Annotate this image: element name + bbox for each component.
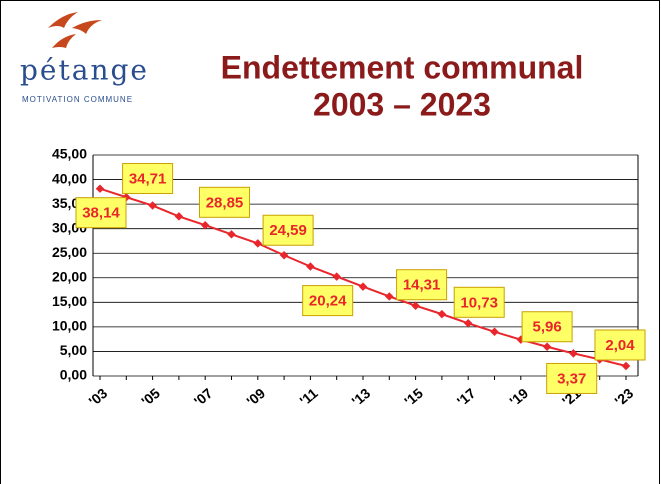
label-box — [199, 186, 250, 218]
point-marker — [542, 342, 552, 351]
point-marker — [332, 272, 341, 281]
point-marker — [358, 282, 368, 291]
logo-tagline: MOTIVATION COMMUNE — [22, 95, 133, 104]
y-tick-label: 45,00 — [52, 146, 87, 162]
label-box — [594, 329, 646, 361]
data-label: 20,24 — [309, 293, 347, 310]
data-label: 5,96 — [532, 319, 561, 336]
data-label: 28,85 — [206, 194, 244, 211]
label-box — [262, 214, 314, 246]
data-label: 14,31 — [403, 277, 441, 294]
x-tick-label: '15 — [401, 385, 426, 410]
x-tick-label: '19 — [506, 385, 531, 410]
chart-title: Endettement communal — [221, 49, 584, 85]
label-box — [75, 197, 127, 229]
point-marker — [200, 220, 210, 230]
point-marker — [437, 309, 447, 319]
point-marker — [385, 292, 394, 301]
point-marker — [174, 212, 184, 221]
label-box — [396, 269, 448, 301]
y-tick-label: 20,00 — [52, 268, 87, 284]
x-tick-label: '05 — [138, 385, 163, 410]
x-tick-label: '07 — [191, 385, 216, 410]
y-tick-label: 0,00 — [60, 367, 87, 383]
x-tick-label: '11 — [297, 385, 321, 409]
point-marker — [279, 250, 289, 260]
point-marker — [463, 319, 473, 328]
point-marker — [621, 361, 631, 371]
label-box — [521, 311, 573, 343]
point-marker — [253, 239, 263, 248]
data-label: 24,59 — [269, 222, 307, 239]
label-box — [302, 285, 354, 317]
y-tick-label: 15,00 — [52, 293, 87, 309]
point-marker — [490, 327, 499, 337]
y-tick-label: 25,00 — [52, 244, 87, 260]
x-tick-label: '03 — [86, 385, 111, 410]
y-tick-label: 10,00 — [52, 318, 87, 334]
x-tick-label: '09 — [243, 385, 268, 410]
point-marker — [569, 349, 578, 358]
chart-title: 2003 – 2023 — [313, 86, 491, 122]
logo-birds — [48, 12, 102, 48]
point-marker — [411, 301, 420, 310]
label-box — [546, 362, 598, 394]
logo-name: pétange — [20, 54, 149, 87]
label-box — [122, 163, 174, 195]
data-label: 10,73 — [460, 294, 498, 311]
point-marker — [227, 230, 236, 239]
data-label: 2,04 — [605, 337, 635, 354]
x-tick-label: '13 — [349, 385, 374, 410]
x-tick-label: '17 — [454, 385, 479, 410]
y-tick-label: 40,00 — [52, 170, 87, 186]
point-marker — [306, 262, 315, 271]
y-tick-label: 5,00 — [60, 342, 87, 358]
data-label: 34,71 — [129, 171, 167, 188]
point-marker — [148, 201, 157, 210]
data-label: 3,37 — [557, 370, 586, 387]
x-tick-label: '23 — [612, 385, 637, 410]
label-box — [453, 286, 505, 318]
point-marker — [95, 184, 105, 193]
data-label: 38,14 — [82, 205, 120, 222]
